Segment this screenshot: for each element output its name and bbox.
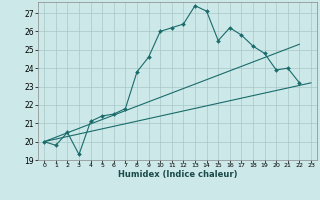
X-axis label: Humidex (Indice chaleur): Humidex (Indice chaleur) xyxy=(118,170,237,179)
